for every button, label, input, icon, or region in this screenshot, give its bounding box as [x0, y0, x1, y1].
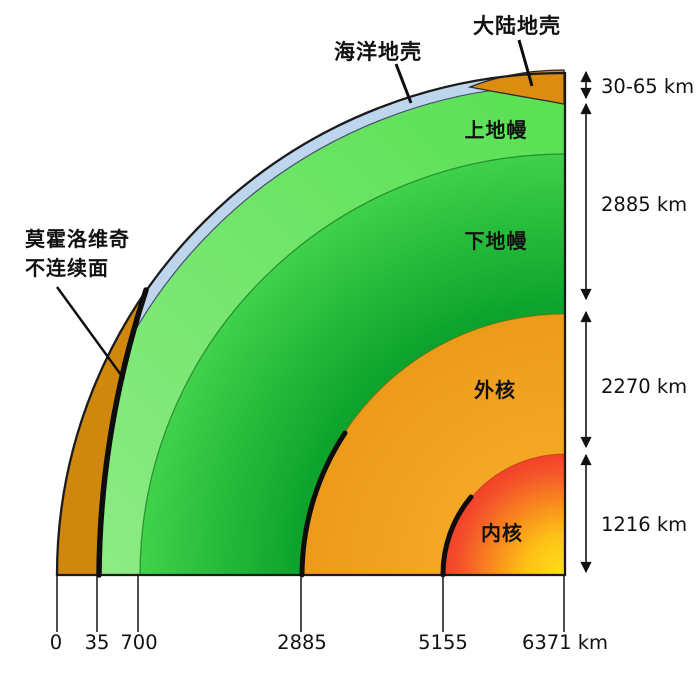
- tick-label-6371km: 6371 km: [522, 631, 608, 654]
- continental-crust-label: 大陆地壳: [473, 14, 561, 38]
- inner-core-thickness-label: 1216 km: [601, 513, 687, 536]
- tick-label-2885: 2885: [277, 631, 327, 654]
- leader-lines: [56, 39, 534, 380]
- tick-label-700: 700: [120, 631, 157, 654]
- inner-core-layer: [443, 454, 565, 575]
- thickness-annotations: 30-65 km 2885 km 2270 km 1216 km: [580, 70, 694, 574]
- outer-core-label: 外核: [474, 378, 516, 402]
- earth-quarter-section: [55, 69, 567, 578]
- inner-core-label: 内核: [481, 521, 523, 545]
- mantle-transition-edge: [139, 153, 566, 576]
- tick-label-35: 35: [85, 631, 110, 654]
- inner-core-boundary-arc: [440, 494, 474, 578]
- moho-discontinuity-arc: [96, 287, 149, 578]
- crust-thickness-label: 30-65 km: [601, 75, 694, 98]
- lower-mantle-label: 下地幔: [465, 229, 528, 253]
- earth-outline: [55, 71, 567, 577]
- core-mantle-boundary-arc: [299, 430, 348, 578]
- depth-axis: 0 35 700 2885 5155 6371 km: [50, 576, 608, 654]
- moho-leader: [56, 286, 125, 380]
- continental-crust-leader: [517, 39, 534, 87]
- outer-core-thickness-label: 2270 km: [601, 375, 687, 398]
- tick-label-5155: 5155: [418, 631, 468, 654]
- upper-mantle-label: 上地幔: [465, 118, 528, 142]
- moho-label-line2: 不连续面: [25, 256, 109, 280]
- oceanic-crust-label: 海洋地壳: [334, 40, 422, 64]
- moho-label-line1: 莫霍洛维奇: [24, 227, 130, 251]
- mantle-thickness-label: 2885 km: [601, 193, 687, 216]
- tick-label-0: 0: [50, 631, 62, 654]
- oceanic-crust-leader: [394, 63, 413, 104]
- layer-labels: 大陆地壳 海洋地壳 莫霍洛维奇 不连续面 上地幔 下地幔 外核 内核: [24, 14, 561, 545]
